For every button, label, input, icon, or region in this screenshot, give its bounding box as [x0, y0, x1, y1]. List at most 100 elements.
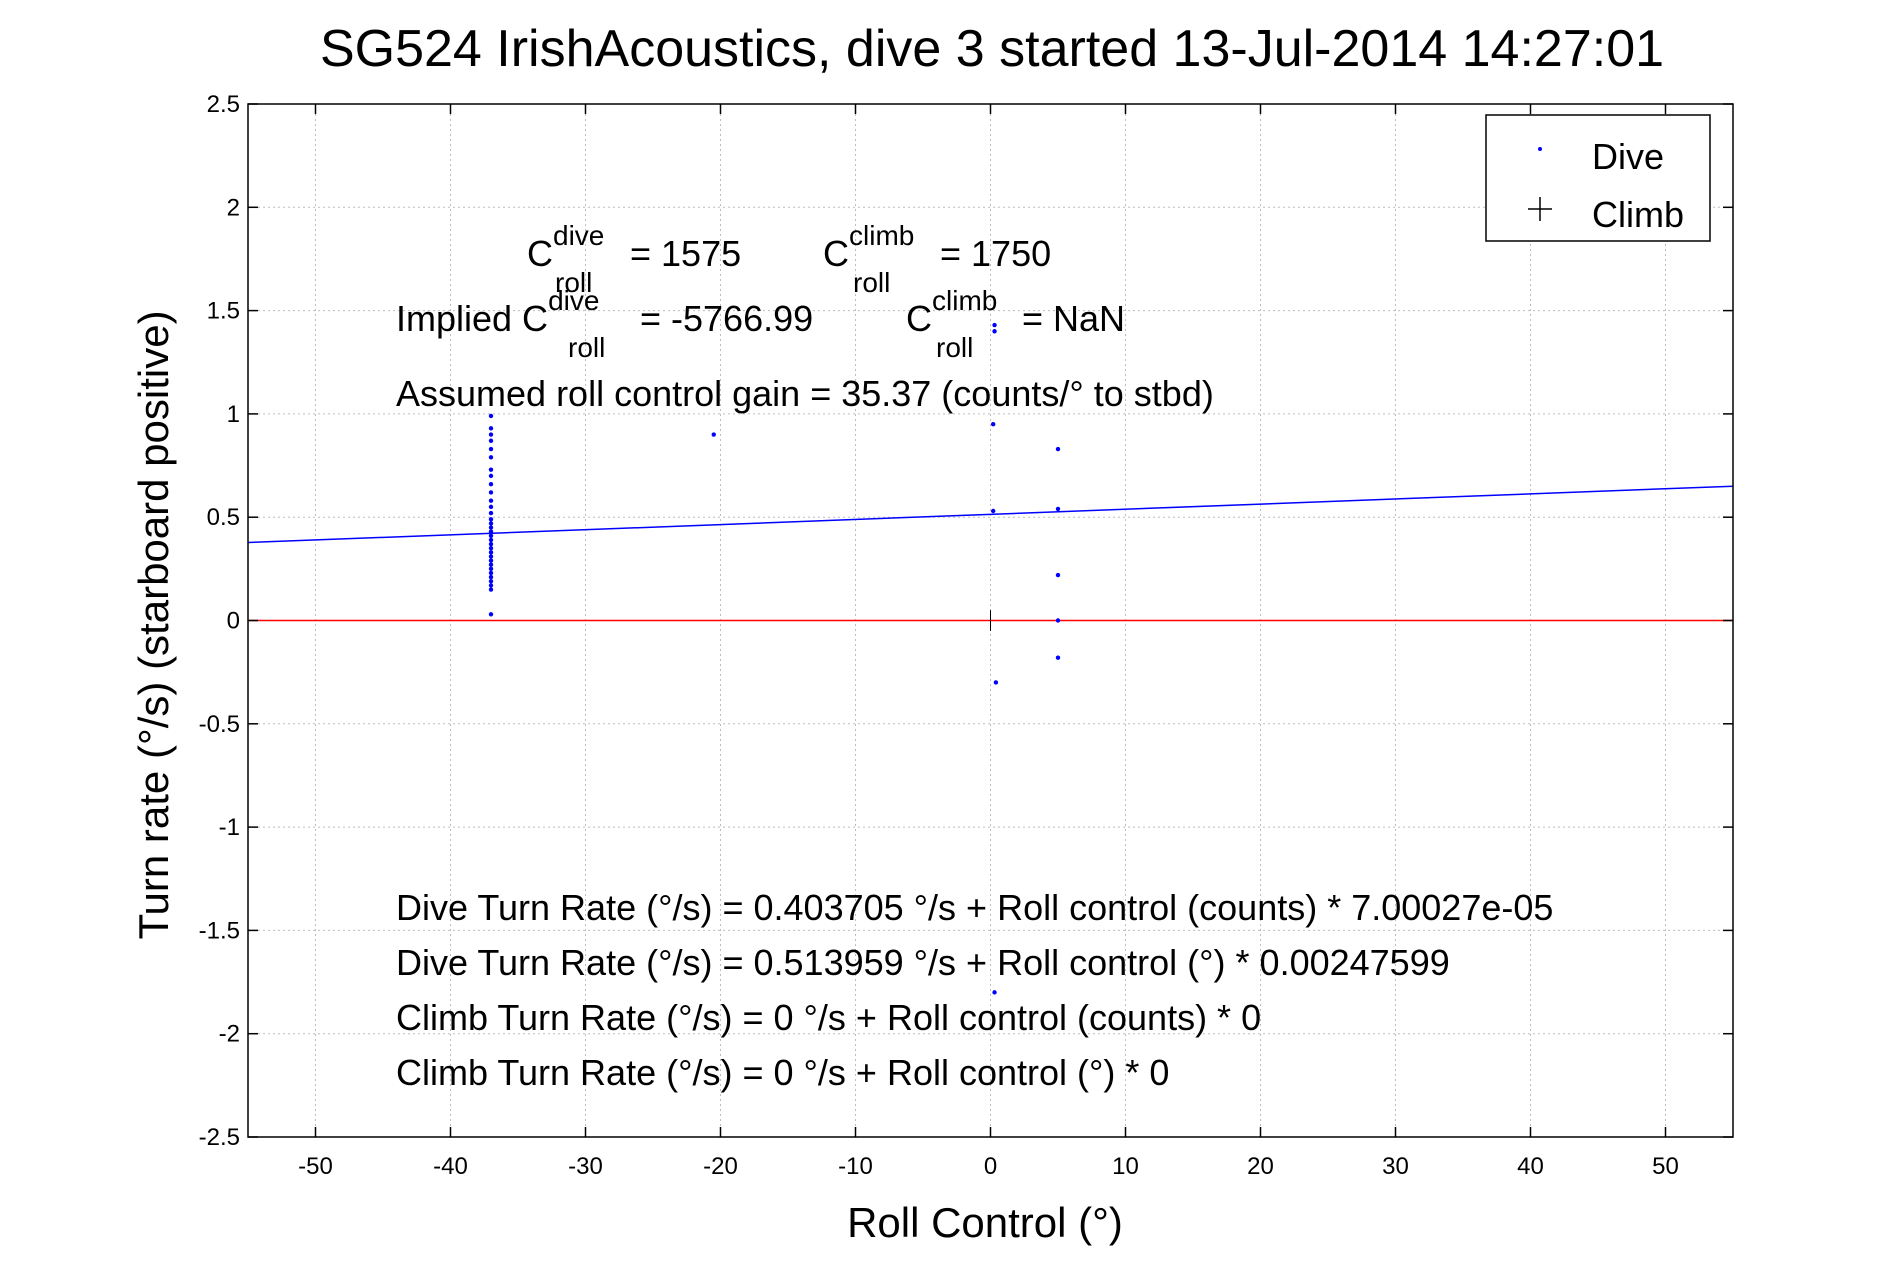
data-points — [488, 322, 1061, 995]
x-tick-label: 40 — [1517, 1153, 1544, 1180]
dive-point — [1055, 572, 1061, 578]
dive-point — [488, 438, 494, 443]
dive-point — [488, 525, 494, 530]
x-tick-label: 20 — [1247, 1153, 1274, 1180]
x-tick-label: 50 — [1652, 1153, 1679, 1180]
y-tick-labels: -2.5 -2 -1.5 -1 -0.5 0 0.5 1 1.5 2 2.5 — [199, 91, 240, 1151]
y-tick-label: 0 — [227, 608, 240, 635]
dive-point — [993, 680, 999, 685]
implied-dive-value: = -5766.99 — [630, 298, 813, 339]
c-climb-annotation: Cclimb roll = 1750 — [823, 220, 1051, 298]
fit-equations: Dive Turn Rate (°/s) = 0.403705 °/s + Ro… — [396, 887, 1553, 1093]
c-dive-annotation: Cdive roll = 1575 — [527, 220, 741, 298]
legend-box — [1485, 114, 1711, 242]
implied-dive-sup: dive — [548, 285, 599, 316]
dive-point — [488, 413, 494, 419]
dive-point — [488, 521, 494, 526]
dive-point — [991, 508, 996, 514]
legend-dive-marker — [1538, 147, 1542, 151]
implied-dive-prefix: Implied C — [396, 298, 548, 339]
roll-coefficients: Cdive roll = 1575 Cclimb roll = 1750 Impli… — [396, 220, 1214, 414]
dive-point — [488, 612, 494, 617]
plot-border — [247, 103, 1734, 1138]
x-axis-label: Roll Control (°) — [847, 1199, 1123, 1246]
dive-point — [488, 570, 494, 576]
y-tick-label: -2.5 — [199, 1124, 240, 1151]
c-dive-sup: dive — [553, 220, 604, 251]
dive-fit-line — [247, 485, 1734, 544]
implied-climb-sup: climb — [932, 285, 997, 316]
dive-point — [488, 446, 494, 452]
equation-dive-degrees: Dive Turn Rate (°/s) = 0.513959 °/s + Ro… — [396, 942, 1450, 983]
dive-point — [488, 574, 494, 580]
y-tick-label: -2 — [219, 1021, 240, 1048]
y-tick-label: 0.5 — [207, 504, 240, 531]
dive-point — [1055, 655, 1061, 660]
dive-point — [488, 550, 494, 555]
legend-climb-marker — [1528, 197, 1552, 221]
implied-dive-annotation: Implied Cdive roll = -5766.99 — [396, 285, 813, 363]
dive-point — [992, 329, 997, 334]
dive-point — [488, 545, 494, 551]
dive-point — [488, 473, 494, 479]
dive-point — [1055, 446, 1061, 452]
dive-point — [488, 432, 494, 437]
dive-point — [488, 541, 494, 547]
implied-climb-base: C — [906, 298, 932, 339]
dive-point — [488, 558, 494, 563]
legend-dive-label: Dive — [1592, 136, 1664, 177]
legend-climb-label: Climb — [1592, 194, 1684, 235]
dive-point — [488, 455, 494, 460]
x-tick-label: -10 — [838, 1153, 873, 1180]
c-climb-value: = 1750 — [930, 233, 1051, 274]
c-dive-value: = 1575 — [620, 233, 741, 274]
dive-point — [488, 529, 494, 534]
c-dive-base: C — [527, 233, 553, 274]
y-tick-label: -1.5 — [199, 917, 240, 944]
c-climb-sup: climb — [849, 220, 914, 251]
x-tick-labels: -50 -40 -30 -20 -10 0 10 20 30 40 50 — [298, 1153, 1679, 1180]
dive-point — [488, 587, 494, 592]
equation-climb-counts: Climb Turn Rate (°/s) = 0 °/s + Roll con… — [396, 997, 1261, 1038]
implied-climb-annotation: Cclimb roll = NaN — [906, 285, 1125, 363]
dive-point — [488, 517, 494, 522]
y-tick-label: 1 — [227, 401, 240, 428]
c-climb-sub: roll — [853, 267, 890, 298]
dive-point — [488, 467, 494, 472]
legend: Dive Climb — [1485, 114, 1711, 242]
dive-point — [711, 432, 716, 437]
dive-point — [1055, 618, 1061, 623]
dive-point — [488, 579, 494, 584]
dive-point — [1055, 506, 1061, 512]
dive-point — [488, 537, 494, 543]
c-dive-sub: roll — [555, 267, 592, 298]
x-tick-label: -40 — [433, 1153, 468, 1180]
implied-dive-sub: roll — [568, 332, 605, 363]
dive-point — [992, 990, 997, 995]
c-climb-base: C — [823, 233, 849, 274]
chart-title: SG524 IrishAcoustics, dive 3 started 13-… — [320, 20, 1664, 78]
y-tick-label: -0.5 — [199, 711, 240, 738]
fit-lines — [247, 485, 1734, 631]
dive-point — [488, 533, 494, 538]
equation-climb-degrees: Climb Turn Rate (°/s) = 0 °/s + Roll con… — [396, 1052, 1169, 1093]
x-tick-label: -50 — [298, 1153, 333, 1180]
dive-point — [488, 583, 494, 588]
dive-point — [488, 490, 494, 495]
dive-point — [992, 322, 997, 328]
x-tick-label: -20 — [703, 1153, 738, 1180]
x-tick-label: -30 — [568, 1153, 603, 1180]
x-tick-label: 0 — [984, 1153, 997, 1180]
dive-point — [488, 426, 494, 431]
dive-point — [488, 562, 494, 567]
dive-point — [991, 422, 996, 427]
equation-dive-counts: Dive Turn Rate (°/s) = 0.403705 °/s + Ro… — [396, 887, 1553, 928]
dive-point — [488, 566, 494, 572]
dive-point — [488, 481, 494, 487]
dive-point — [488, 554, 494, 559]
y-tick-label: 1.5 — [207, 298, 240, 325]
y-tick-label: 2 — [227, 194, 240, 221]
implied-climb-value: = NaN — [1012, 298, 1125, 339]
axes — [247, 103, 1734, 1138]
